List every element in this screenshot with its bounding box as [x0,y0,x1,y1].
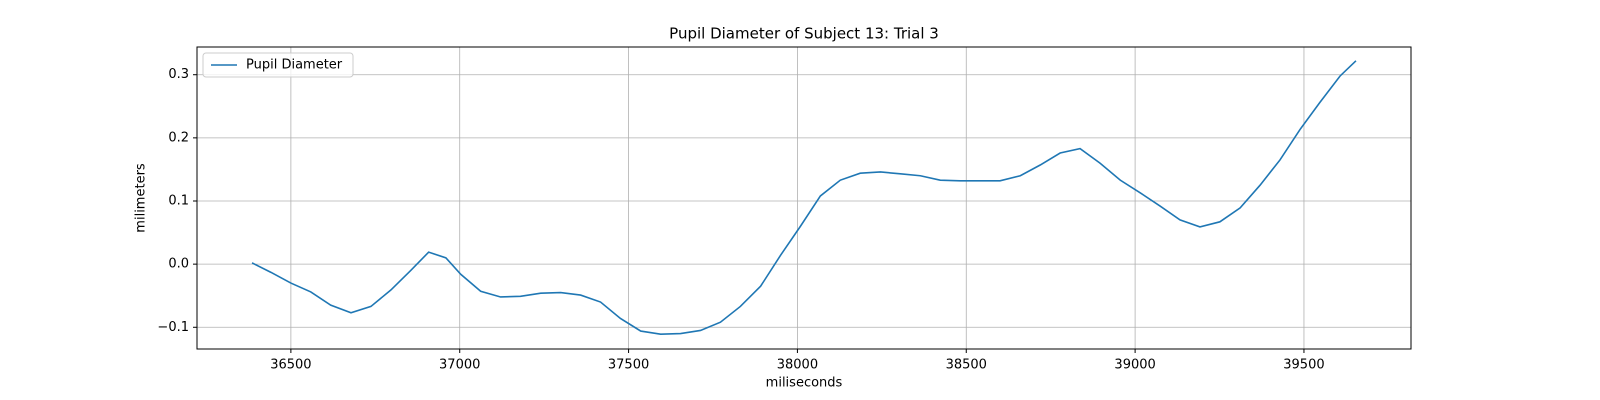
x-tick-label: 38500 [946,358,987,373]
legend-label: Pupil Diameter [246,58,343,73]
x-tick-label: 37000 [439,358,480,373]
x-tick-label: 39000 [1114,358,1155,373]
y-tick-label: 0.0 [168,257,189,272]
legend: Pupil Diameter [202,52,354,78]
legend-box [202,52,354,78]
x-tick-label: 39500 [1283,358,1324,373]
x-tick-label: 36500 [270,358,311,373]
chart-title: Pupil Diameter of Subject 13: Trial 3 [669,25,939,43]
plot-frame [196,46,1412,350]
x-tick-label: 37500 [608,358,649,373]
data-line [251,60,1357,336]
y-tick-label: −0.1 [157,320,189,335]
y-tick-label: 0.2 [168,130,189,145]
y-tick-label: 0.1 [168,193,189,208]
y-tick-label: 0.3 [168,67,189,82]
x-axis-label: miliseconds [766,376,843,391]
x-tick-label: 38000 [777,358,818,373]
y-axis-label: milimeters [134,163,149,233]
